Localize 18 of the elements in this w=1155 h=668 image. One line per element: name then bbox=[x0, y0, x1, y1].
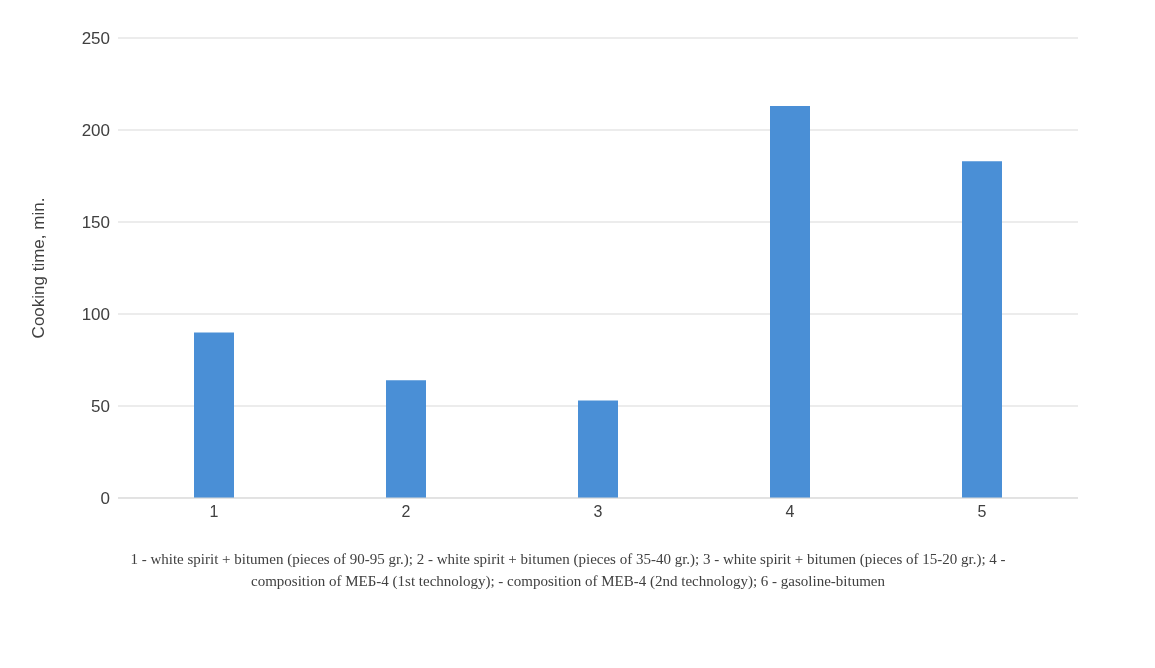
y-tick-label: 50 bbox=[91, 397, 110, 417]
y-axis-title: Cooking time, min. bbox=[29, 197, 49, 339]
text: 1 - white spirit + bitumen (pieces of 90-95 gr.); 2 - white spirit + bitumen (pieces of 35-40 gr.); 3 - white spirit + bitumen (pieces of 15-20 gr.); 4 - composition of МЕБ-4 (1st technology); - composition of MEB-4 (2nd technology); 6 - gasoline-bitumen bbox=[129, 550, 1007, 591]
x-tick-label: 4 bbox=[785, 503, 795, 521]
bar bbox=[194, 332, 234, 498]
bar bbox=[770, 106, 810, 498]
bar bbox=[386, 380, 426, 498]
y-tick-label: 0 bbox=[100, 489, 110, 509]
x-tick-label: 3 bbox=[593, 503, 603, 521]
y-tick-label: 150 bbox=[81, 213, 110, 233]
x-tick-label: 1 bbox=[209, 503, 219, 521]
bar bbox=[578, 400, 618, 498]
x-tick-label: 2 bbox=[401, 503, 411, 521]
y-tick-label: 250 bbox=[81, 29, 110, 49]
y-tick-label: 100 bbox=[81, 305, 110, 325]
x-tick-label: 5 bbox=[977, 503, 987, 521]
y-tick-label: 200 bbox=[81, 121, 110, 141]
bar bbox=[962, 161, 1002, 498]
